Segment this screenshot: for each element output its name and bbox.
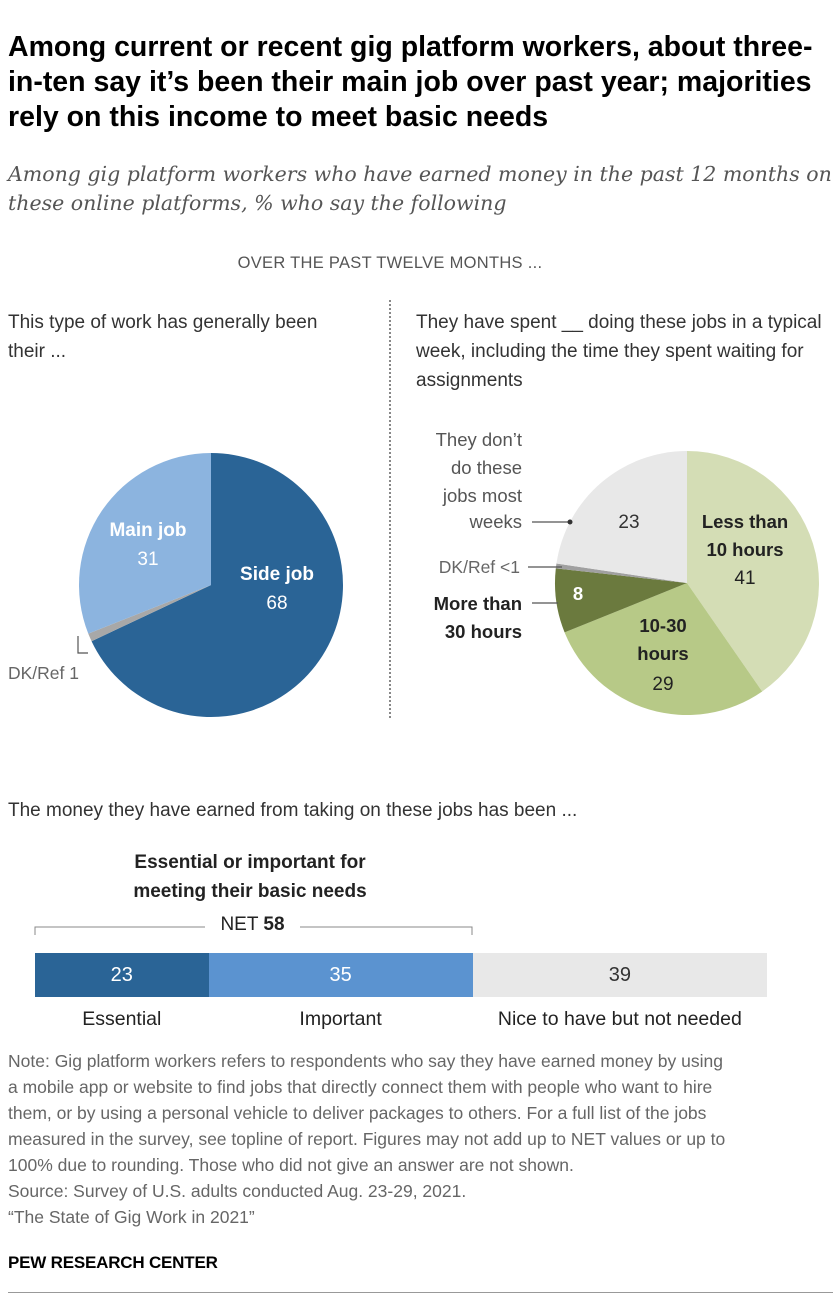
pie2-notdo-line1: They don’t (436, 429, 522, 450)
pie2-mid-line1: 10-30 (639, 615, 686, 636)
net-value-label: NET 58 (210, 914, 295, 936)
pie2-slice-they-don-t-do-these-jobs-most-weeks (556, 451, 687, 583)
net-prefix: NET (220, 914, 259, 935)
pie2-notdo-line2: do these (451, 457, 522, 478)
bottom-rule (8, 1292, 833, 1293)
chart-title: Among current or recent gig platform wor… (8, 31, 813, 133)
bar-captions: Essential Important Nice to have but not n… (35, 1008, 795, 1034)
pie2-title: They have spent __ doing these jobs in a… (416, 312, 822, 391)
pie1-slice-main-job (79, 453, 212, 634)
pie2-more30-line2: 30 hours (445, 621, 522, 642)
chart-subtitle: Among gig platform workers who have earn… (8, 162, 832, 215)
pie1-main-job-name: Main job (109, 520, 186, 541)
report-line: “The State of Gig Work in 2021” (8, 1207, 255, 1227)
pie2-notdo-line4: weeks (469, 511, 522, 532)
pie2-less10-value: 41 (734, 568, 755, 589)
bar-segment-essential: 23 (35, 953, 209, 997)
note-line: 100% due to rounding. Those who did not … (8, 1155, 574, 1175)
pie2-more30-line1: More than (434, 593, 522, 614)
pie2-mid-line2: hours (637, 643, 688, 664)
bar-title: The money they have earned from taking o… (8, 800, 578, 821)
pie1-side-job-value: 68 (266, 593, 287, 614)
pie2-slice-more-than-30-hours (555, 568, 687, 633)
pie2-dkref-label: DK/Ref <1 (439, 557, 520, 577)
notes: Note: Gig platform workers refers to res… (8, 1048, 833, 1230)
brand-logo-text: PEW RESEARCH CENTER (8, 1253, 218, 1272)
pie2-mid-value: 29 (652, 674, 673, 695)
pie1-slice-side-job (91, 453, 343, 717)
pie2-less10-line1: Less than (702, 511, 788, 532)
bar-caption-nice-to-have-but-not-needed: Nice to have but not needed (497, 1008, 742, 1030)
pie1-dkref-leader (77, 636, 88, 654)
net-heading: Essential or important for meeting their… (133, 852, 367, 902)
pie1-slice-dk-ref (88, 585, 211, 642)
pie2-chart: They don’t do these jobs most weeks DK/R… (434, 429, 819, 715)
pie2-less10-line2: 10 hours (706, 539, 783, 560)
pie1-main-job-value: 31 (137, 549, 158, 570)
bar-segment-nice-to-have-but-not-needed: 39 (472, 953, 767, 997)
pie2-notdo-dot (567, 519, 573, 525)
pie1-title: This type of work has generally been the… (8, 312, 318, 362)
note-line: a mobile app or website to find jobs tha… (8, 1077, 713, 1097)
section-overline: OVER THE PAST TWELVE MONTHS ... (237, 254, 543, 272)
bar-segment-important: 35 (208, 953, 473, 997)
pie1-dkref-label: DK/Ref 1 (8, 663, 79, 683)
bar-caption-essential: Essential (82, 1008, 162, 1030)
pie2-slice-less-than-10-hours (687, 451, 819, 692)
stacked-bar: 23 35 39 (35, 953, 767, 997)
source-line: Source: Survey of U.S. adults conducted … (8, 1181, 467, 1201)
pie2-slice-dk-ref (555, 563, 687, 583)
pie2-more30-value: 8 (573, 583, 583, 604)
panel-divider (389, 300, 391, 718)
net-value: 58 (263, 914, 285, 935)
note-line: Note: Gig platform workers refers to res… (8, 1051, 723, 1071)
pie2-slice-10-30-hours (564, 583, 763, 715)
pie1-side-job-name: Side job (240, 564, 314, 585)
note-line: measured in the survey, see topline of r… (8, 1129, 726, 1149)
bar-caption-important: Important (299, 1008, 382, 1030)
pie2-notdo-line3: jobs most (442, 485, 522, 506)
pie2-notdo-value: 23 (618, 512, 639, 533)
note-line: them, or by using a personal vehicle to … (8, 1103, 707, 1123)
net-bracket (34, 926, 473, 935)
pie1-chart: Main job 31 Side job 68 DK/Ref 1 (8, 453, 343, 717)
